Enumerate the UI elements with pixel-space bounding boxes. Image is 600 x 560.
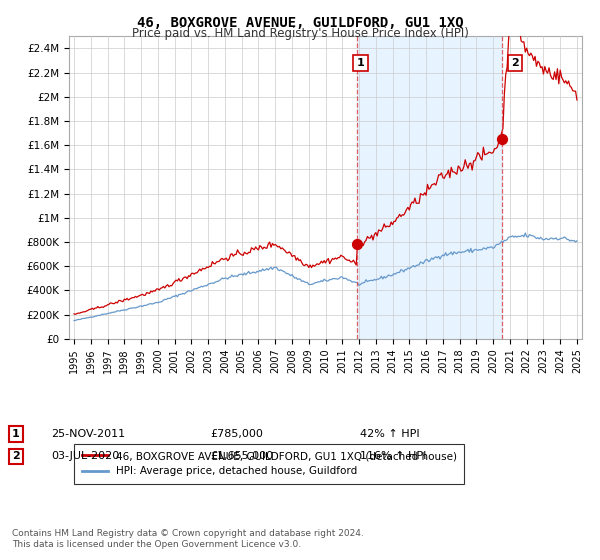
Text: 1: 1 <box>357 58 365 68</box>
Text: £1,655,000: £1,655,000 <box>210 451 273 461</box>
Text: Price paid vs. HM Land Registry's House Price Index (HPI): Price paid vs. HM Land Registry's House … <box>131 27 469 40</box>
Text: 03-JUL-2020: 03-JUL-2020 <box>51 451 119 461</box>
Text: 2: 2 <box>12 451 20 461</box>
Text: Contains HM Land Registry data © Crown copyright and database right 2024.
This d: Contains HM Land Registry data © Crown c… <box>12 529 364 549</box>
Text: £785,000: £785,000 <box>210 429 263 439</box>
Text: 116% ↑ HPI: 116% ↑ HPI <box>360 451 427 461</box>
Text: 1: 1 <box>12 429 20 439</box>
Bar <box>358 36 502 339</box>
Point <box>353 239 362 248</box>
Legend: 46, BOXGROVE AVENUE, GUILDFORD, GU1 1XQ (detached house), HPI: Average price, de: 46, BOXGROVE AVENUE, GUILDFORD, GU1 1XQ … <box>74 444 464 484</box>
Text: 2: 2 <box>511 58 519 68</box>
Point <box>497 134 506 143</box>
Text: 25-NOV-2011: 25-NOV-2011 <box>51 429 125 439</box>
Text: 46, BOXGROVE AVENUE, GUILDFORD, GU1 1XQ: 46, BOXGROVE AVENUE, GUILDFORD, GU1 1XQ <box>137 16 463 30</box>
Text: 42% ↑ HPI: 42% ↑ HPI <box>360 429 419 439</box>
